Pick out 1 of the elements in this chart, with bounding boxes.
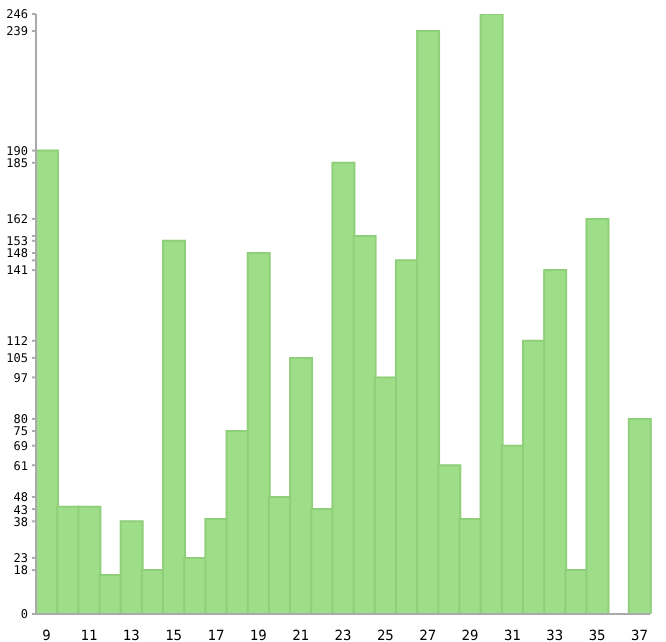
bar	[627, 417, 652, 614]
